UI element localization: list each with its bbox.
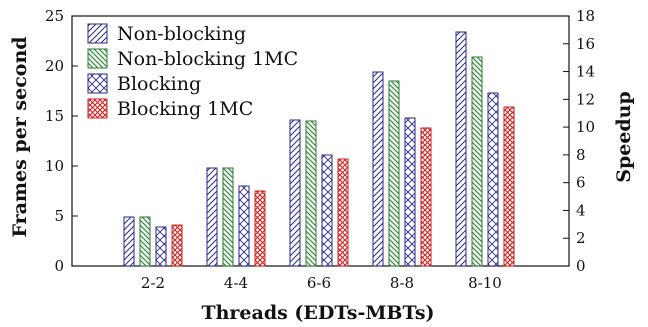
bar-blocking-6-6 [321, 154, 333, 267]
bar-blocking-1mc-8-8 [420, 127, 432, 267]
y-tick-label: 20 [45, 57, 64, 75]
bar-non-blocking-8-10 [455, 31, 467, 267]
y-tick-label: 0 [54, 257, 64, 275]
bar-non-blocking-1mc-6-6 [305, 120, 317, 267]
x-tick-label: 8-10 [468, 274, 502, 292]
y2-tick-label: 18 [576, 7, 595, 25]
legend-swatch [87, 73, 108, 94]
y-tick-label: 25 [45, 7, 64, 25]
legend: Non-blocking Non-blocking 1MC Blocking Bloc… [87, 23, 298, 120]
y2-tick-label: 14 [576, 63, 595, 81]
y-tick-label: 15 [45, 107, 64, 125]
legend-swatch [87, 48, 108, 69]
x-tick-label: 4-4 [224, 274, 248, 292]
bar-non-blocking-1mc-8-10 [471, 56, 483, 267]
y-tick-label: 5 [54, 207, 64, 225]
bar-non-blocking-6-6 [289, 119, 301, 267]
legend-swatch [87, 98, 108, 119]
x-axis-title: Threads (EDTs-MBTs) [201, 302, 434, 324]
y-tick-label: 10 [45, 157, 64, 175]
legend-label: Blocking [117, 73, 201, 95]
x-tick-label: 2-2 [141, 274, 165, 292]
y2-tick-label: 12 [576, 90, 595, 108]
y2-tick-label: 16 [576, 35, 595, 53]
y2-tick-label: 0 [576, 257, 586, 275]
legend-label: Non-blocking [117, 23, 246, 45]
bar-blocking-1mc-2-2 [171, 224, 183, 267]
y-axis-title: Frames per second [9, 36, 31, 237]
bar-non-blocking-1mc-8-8 [388, 80, 400, 267]
bar-blocking-1mc-6-6 [337, 158, 349, 267]
y2-tick-label: 8 [576, 146, 586, 164]
y2-axis-title: Speedup [613, 91, 635, 183]
y2-tick-label: 2 [576, 229, 586, 247]
y2-tick-label: 4 [576, 201, 586, 219]
y2-tick-label: 10 [576, 118, 595, 136]
bar-non-blocking-1mc-4-4 [222, 167, 234, 267]
x-tick-label: 8-8 [390, 274, 414, 292]
legend-swatch [87, 23, 108, 44]
bar-non-blocking-8-8 [372, 71, 384, 267]
bar-blocking-8-8 [404, 117, 416, 267]
x-tick-label: 6-6 [307, 274, 331, 292]
bar-non-blocking-4-4 [206, 167, 218, 267]
y2-tick-label: 6 [576, 174, 586, 192]
plot-frame [71, 15, 570, 267]
bar-blocking-2-2 [155, 226, 167, 267]
bar-blocking-4-4 [238, 185, 250, 267]
bar-blocking-1mc-8-10 [503, 106, 515, 267]
bar-non-blocking-2-2 [123, 216, 135, 267]
bar-non-blocking-1mc-2-2 [139, 216, 151, 267]
legend-label: Non-blocking 1MC [117, 48, 298, 70]
legend-label: Blocking 1MC [117, 98, 253, 120]
bar-blocking-1mc-4-4 [254, 190, 266, 267]
bar-blocking-8-10 [487, 92, 499, 267]
plot-area: 0 5 10 15 20 25 0 2 4 6 8 10 12 14 16 18 2-2 4-4 6-6 8-8 8-1… [45, 7, 595, 292]
